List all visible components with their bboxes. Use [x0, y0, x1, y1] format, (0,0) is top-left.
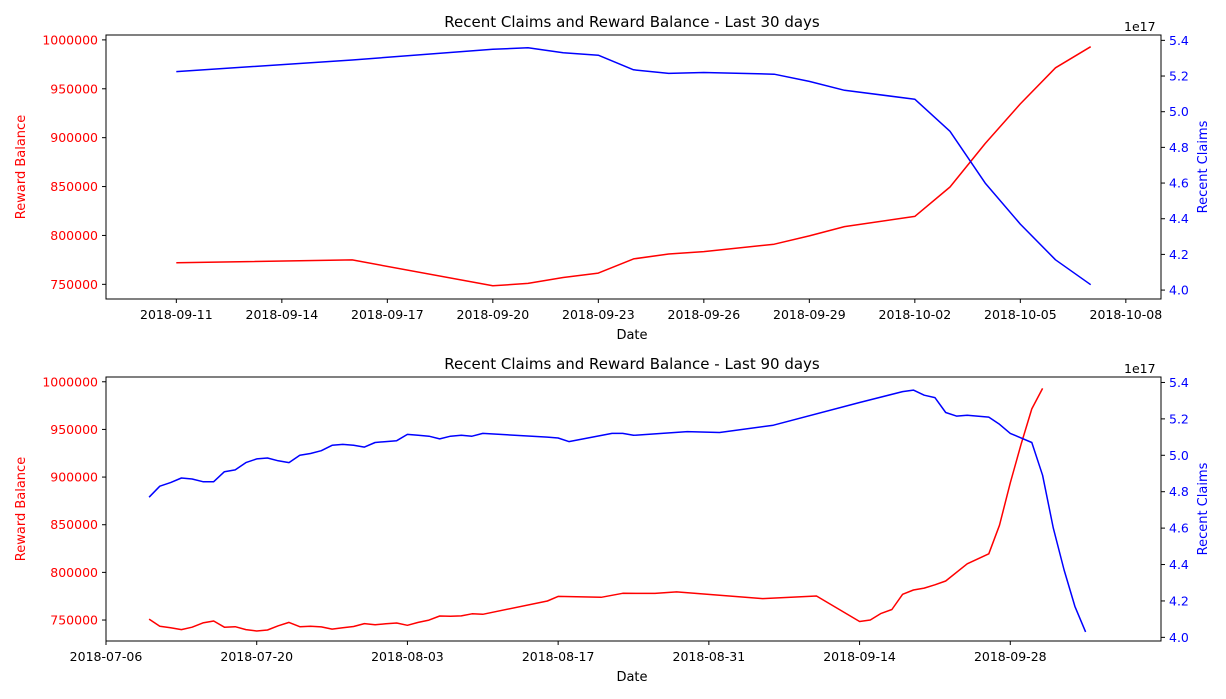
x-axis-label-30-days: Date: [616, 328, 647, 343]
series-line-reward-balance: [148, 388, 1044, 632]
y2-offset-text-90-days: 1e17: [1124, 361, 1156, 376]
y2-tick-label: 5.0: [1169, 448, 1189, 463]
x-tick-label: 2018-09-20: [457, 307, 530, 322]
y2-tick-label: 4.6: [1169, 176, 1189, 191]
chart-90-days: Recent Claims and Reward Balance - Last …: [14, 355, 1211, 685]
y2-axis-label-90-days: Recent Claims: [1196, 462, 1211, 555]
plot-area-90-days: 2018-07-06 2018-07-20 2018-08-03 2018-08-17…: [42, 374, 1189, 664]
series-line-recent-claims: [148, 389, 1087, 633]
y2-tick-label: 4.6: [1169, 521, 1189, 536]
series-line-recent-claims: [176, 47, 1092, 286]
x-tick-label: 2018-09-29: [773, 307, 846, 322]
chart-title-90-days: Recent Claims and Reward Balance - Last …: [444, 355, 820, 373]
y2-tick-label: 4.2: [1169, 247, 1189, 262]
y-tick-label: 800000: [50, 565, 98, 580]
plot-area-30-days: 2018-09-11 2018-09-14 2018-09-17 2018-09-20…: [42, 32, 1189, 322]
y-tick-label: 900000: [50, 470, 98, 485]
y2-tick-label: 4.8: [1169, 140, 1189, 155]
x-tick-label: 2018-10-08: [1090, 307, 1163, 322]
x-tick-label: 2018-09-23: [562, 307, 635, 322]
y-tick-label: 950000: [50, 422, 98, 437]
x-tick-label: 2018-09-14: [823, 649, 896, 664]
y2-offset-text-30-days: 1e17: [1124, 19, 1156, 34]
y-tick-label: 750000: [50, 613, 98, 628]
x-tick-label: 2018-09-14: [246, 307, 319, 322]
y-tick-label: 950000: [50, 81, 98, 96]
y-axis-label-90-days: Reward Balance: [14, 457, 29, 561]
y2-tick-label: 5.2: [1169, 69, 1189, 84]
x-tick-label: 2018-07-06: [70, 649, 143, 664]
plot-frame-30-days: [105, 34, 1162, 300]
y2-tick-label: 5.0: [1169, 104, 1189, 119]
y-tick-label: 1000000: [42, 32, 98, 47]
y-tick-label: 1000000: [42, 374, 98, 389]
x-tick-label: 2018-09-11: [140, 307, 213, 322]
chart-30-days: Recent Claims and Reward Balance - Last …: [14, 13, 1211, 343]
x-tick-label: 2018-10-05: [984, 307, 1057, 322]
x-tick-label: 2018-10-02: [879, 307, 952, 322]
y2-tick-label: 4.0: [1169, 630, 1189, 645]
series-line-reward-balance: [176, 46, 1092, 287]
x-tick-label: 2018-07-20: [220, 649, 293, 664]
chart-title-30-days: Recent Claims and Reward Balance - Last …: [444, 13, 820, 31]
y-tick-label: 750000: [50, 277, 98, 292]
y2-tick-label: 4.0: [1169, 283, 1189, 298]
y-tick-label: 900000: [50, 130, 98, 145]
y-tick-label: 850000: [50, 517, 98, 532]
y2-tick-label: 4.8: [1169, 484, 1189, 499]
y2-tick-label: 5.2: [1169, 411, 1189, 426]
x-tick-label: 2018-08-31: [673, 649, 746, 664]
y-tick-label: 850000: [50, 179, 98, 194]
x-tick-label: 2018-09-17: [351, 307, 424, 322]
x-tick-label: 2018-09-28: [974, 649, 1047, 664]
x-tick-label: 2018-08-17: [522, 649, 595, 664]
x-tick-label: 2018-08-03: [371, 649, 444, 664]
y2-tick-label: 5.4: [1169, 375, 1189, 390]
y2-tick-label: 5.4: [1169, 33, 1189, 48]
y-tick-label: 800000: [50, 228, 98, 243]
x-tick-label: 2018-09-26: [668, 307, 741, 322]
y2-tick-label: 4.2: [1169, 593, 1189, 608]
plot-frame-90-days: [105, 376, 1162, 642]
y-axis-label-30-days: Reward Balance: [14, 115, 29, 219]
y2-tick-label: 4.4: [1169, 557, 1189, 572]
y2-tick-label: 4.4: [1169, 211, 1189, 226]
y2-axis-label-30-days: Recent Claims: [1196, 120, 1211, 213]
x-axis-label-90-days: Date: [616, 670, 647, 685]
